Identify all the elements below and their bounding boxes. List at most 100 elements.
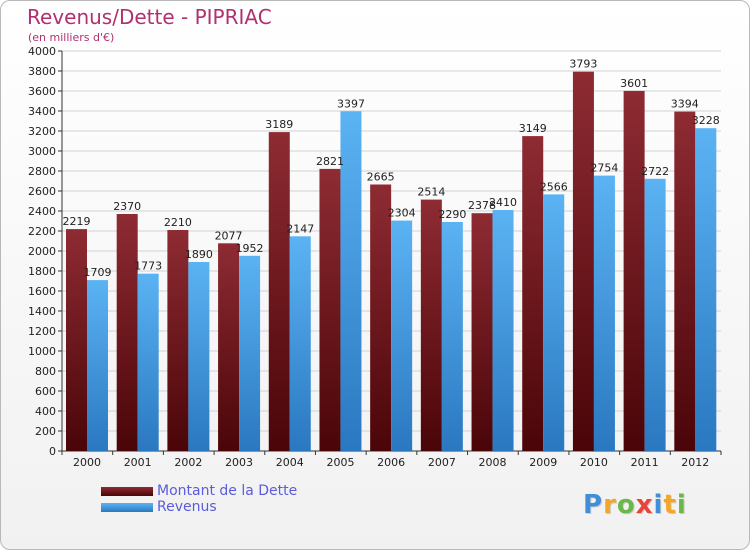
y-tick-label: 600 — [35, 385, 56, 398]
legend-swatch-debt — [101, 487, 153, 496]
data-label-revenue: 2754 — [590, 162, 618, 175]
y-tick-label: 3000 — [28, 145, 56, 158]
x-tick-label: 2003 — [225, 456, 253, 469]
legend-label-debt: Montant de la Dette — [157, 483, 298, 499]
y-tick-label: 2800 — [28, 165, 56, 178]
data-label-revenue: 2722 — [641, 165, 669, 178]
x-tick-label: 2000 — [73, 456, 101, 469]
legend-label-revenue: Revenus — [157, 499, 217, 515]
x-tick-label: 2010 — [580, 456, 608, 469]
y-tick-label: 1000 — [28, 345, 56, 358]
data-label-debt: 2077 — [215, 229, 243, 242]
y-tick-label: 0 — [49, 445, 56, 458]
y-tick-label: 1800 — [28, 265, 56, 278]
bar-revenue — [289, 236, 311, 451]
bar-revenue — [188, 262, 210, 451]
bar-debt — [319, 168, 341, 451]
bar-debt — [471, 213, 493, 451]
chart-subtitle: (en milliers d'€) — [28, 31, 115, 44]
logo-letter: r — [603, 490, 617, 520]
bar-debt — [218, 243, 240, 451]
data-label-debt: 2378 — [468, 199, 496, 212]
data-label-debt: 2370 — [113, 200, 141, 213]
bar-debt — [623, 90, 645, 452]
bar-revenue — [543, 194, 565, 451]
bar-revenue — [239, 255, 261, 451]
y-tick-label: 1400 — [28, 305, 56, 318]
bar-revenue — [492, 210, 514, 451]
data-label-debt: 2219 — [63, 215, 91, 228]
data-label-debt: 3189 — [265, 118, 293, 131]
y-tick-label: 2200 — [28, 225, 56, 238]
data-label-revenue: 2410 — [489, 196, 517, 209]
bar-debt — [66, 229, 87, 451]
bar-debt — [674, 111, 696, 451]
bar-debt — [116, 214, 138, 451]
bar-debt — [572, 71, 594, 451]
y-tick-label: 3600 — [28, 85, 56, 98]
logo-letter: i — [653, 490, 664, 520]
chart-title: Revenus/Dette - PIPRIAC — [27, 5, 272, 29]
proxiti-logo: Proxiti — [583, 490, 687, 520]
bar-revenue — [340, 111, 362, 452]
y-tick-label: 1200 — [28, 325, 56, 338]
x-tick-label: 2002 — [174, 456, 202, 469]
x-tick-label: 2007 — [428, 456, 456, 469]
bar-revenue — [441, 222, 463, 451]
y-tick-label: 3800 — [28, 65, 56, 78]
bar-debt — [522, 136, 544, 451]
bar-revenue — [87, 280, 108, 451]
bar-revenue — [695, 128, 717, 451]
data-label-debt: 2514 — [417, 186, 445, 199]
bars — [66, 71, 717, 452]
logo-letter: o — [616, 490, 636, 520]
bar-revenue — [391, 220, 413, 451]
y-tick-label: 800 — [35, 365, 56, 378]
data-label-debt: 2210 — [164, 216, 192, 229]
y-tick-label: 1600 — [28, 285, 56, 298]
bar-revenue — [593, 175, 615, 451]
y-tick-label: 200 — [35, 425, 56, 438]
data-label-revenue: 3228 — [692, 114, 720, 127]
data-label-revenue: 1709 — [84, 266, 112, 279]
bar-revenue — [644, 178, 666, 452]
bar-debt — [370, 184, 392, 451]
x-tick-label: 2006 — [377, 456, 405, 469]
data-label-debt: 3149 — [519, 122, 547, 135]
data-label-revenue: 2566 — [540, 180, 568, 193]
data-label-debt: 2665 — [367, 171, 395, 184]
data-label-revenue: 1773 — [134, 260, 162, 273]
logo-letter: P — [583, 490, 604, 520]
bar-debt — [268, 132, 290, 451]
logo-letter: x — [635, 490, 654, 520]
legend-swatch-revenue — [101, 503, 153, 512]
data-label-revenue: 2147 — [286, 222, 314, 235]
data-label-revenue: 1890 — [185, 248, 213, 261]
data-label-revenue: 2304 — [388, 207, 416, 220]
y-tick-label: 3200 — [28, 125, 56, 138]
data-label-debt: 3793 — [569, 58, 597, 71]
x-tick-label: 2009 — [529, 456, 557, 469]
x-tick-label: 2011 — [631, 456, 659, 469]
data-label-debt: 3394 — [671, 98, 699, 111]
data-label-revenue: 1952 — [236, 242, 264, 255]
bar-debt — [167, 230, 189, 451]
data-label-debt: 3601 — [620, 77, 648, 90]
x-tick-label: 2005 — [326, 456, 354, 469]
data-label-revenue: 3397 — [337, 97, 365, 110]
y-tick-label: 2400 — [28, 205, 56, 218]
bar-revenue — [137, 273, 159, 451]
x-tick-label: 2001 — [124, 456, 152, 469]
data-label-revenue: 2290 — [438, 208, 466, 221]
data-label-debt: 2821 — [316, 155, 344, 168]
logo-letter: i — [676, 490, 687, 520]
x-tick-label: 2004 — [276, 456, 304, 469]
bar-debt — [420, 199, 442, 451]
x-tick-label: 2008 — [479, 456, 507, 469]
y-tick-label: 4000 — [28, 45, 56, 58]
y-tick-label: 400 — [35, 405, 56, 418]
logo-letter: t — [663, 490, 677, 520]
